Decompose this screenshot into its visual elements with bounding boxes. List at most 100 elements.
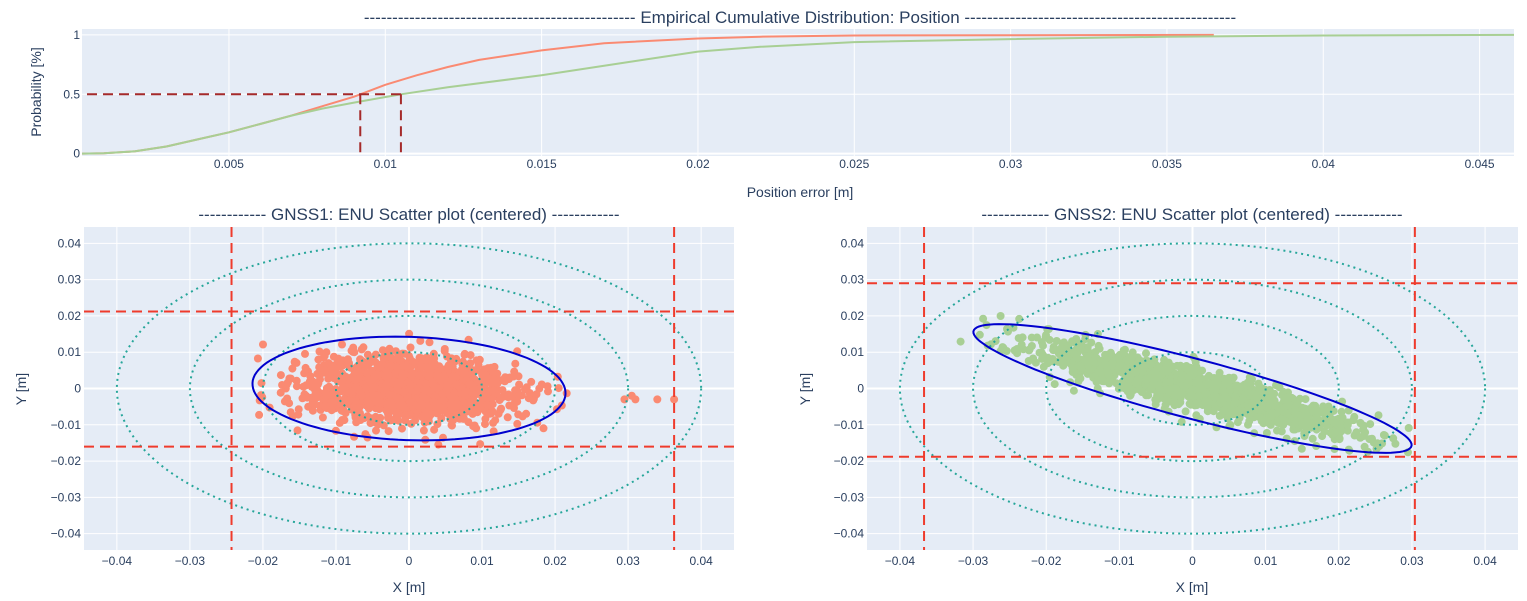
- gnss1-data-point: [351, 382, 360, 391]
- gnss1-data-point: [253, 354, 262, 363]
- gnss1-x-tick-label: −0.03: [175, 554, 206, 568]
- ecdf-x-tick-label: 0.03: [999, 157, 1023, 171]
- gnss1-x-tick-labels: −0.04 −0.03 −0.02 −0.01 0 0.01 0.02 0.03 0.04: [102, 554, 713, 568]
- gnss1-data-point: [324, 374, 333, 383]
- gnss2-data-point: [1374, 411, 1383, 420]
- gnss1-data-point: [330, 395, 339, 404]
- gnss2-data-point: [1301, 407, 1310, 416]
- gnss1-data-point: [515, 391, 524, 400]
- gnss2-data-point: [1268, 409, 1277, 418]
- gnss1-x-tick-label: 0.03: [616, 554, 640, 568]
- gnss1-data-point: [411, 416, 420, 425]
- gnss2-data-point: [1229, 410, 1238, 419]
- gnss2-data-point: [1052, 337, 1061, 345]
- gnss2-data-point: [1003, 325, 1011, 333]
- gnss2-data-point: [1067, 347, 1076, 356]
- gnss2-data-point: [1366, 420, 1375, 429]
- ecdf-median-markers: [87, 93, 402, 156]
- gnss2-data-point: [1249, 403, 1258, 411]
- gnss2-data-point: [1221, 393, 1230, 402]
- gnss2-data-point: [1162, 395, 1171, 404]
- gnss2-data-point: [1231, 398, 1240, 406]
- gnss2-x-tick-label: 0.01: [1254, 554, 1278, 568]
- gnss2-data-point: [1151, 400, 1160, 409]
- gnss2-data-point: [1165, 386, 1174, 395]
- gnss1-data-point: [282, 380, 291, 389]
- gnss2-data-point: [1094, 341, 1103, 350]
- gnss2-data-point: [1218, 386, 1227, 395]
- gnss1-data-point: [505, 401, 514, 410]
- gnss1-data-point: [364, 375, 373, 384]
- gnss2-data-point: [1201, 397, 1210, 406]
- gnss2-data-point: [1069, 386, 1078, 395]
- gnss1-data-point: [513, 419, 522, 428]
- gnss2-y-tick-label: 0.04: [841, 236, 865, 250]
- gnss2-data-point: [996, 312, 1005, 320]
- gnss1-data-point: [431, 401, 440, 410]
- gnss2-plot-content: [867, 227, 1518, 550]
- gnss2-points: [956, 312, 1413, 457]
- gnss2-y-tick-label: −0.02: [834, 454, 865, 468]
- gnss2-data-point: [1213, 381, 1222, 390]
- gnss2-data-point: [1216, 399, 1225, 408]
- gnss1-y-tick-label: −0.01: [51, 418, 82, 432]
- gnss2-data-point: [956, 337, 965, 346]
- gnss2-data-point: [1293, 399, 1302, 408]
- gnss1-data-point: [355, 359, 364, 368]
- gnss2-data-point: [1101, 360, 1110, 368]
- ecdf-y-tick-labels: 00.51: [63, 28, 80, 161]
- gnss1-data-point: [468, 404, 477, 413]
- gnss2-data-point: [1061, 348, 1070, 357]
- gnss1-data-point: [351, 376, 360, 384]
- gnss2-data-point: [1087, 338, 1096, 347]
- gnss2-data-point: [1101, 350, 1110, 359]
- gnss1-data-point: [425, 371, 434, 380]
- gnss1-data-point: [375, 405, 384, 414]
- gnss2-data-point: [1308, 407, 1317, 416]
- gnss1-data-point: [470, 421, 479, 430]
- gnss1-y-tick-label: 0: [74, 382, 81, 396]
- gnss1-error-ellipse: [251, 335, 567, 442]
- gnss1-data-point: [314, 355, 323, 364]
- gnss2-data-point: [1033, 333, 1041, 342]
- gnss2-data-point: [1014, 334, 1023, 343]
- gnss1-title: ------------ GNSS1: ENU Scatter plot (ce…: [198, 205, 619, 224]
- gnss2-data-point: [1284, 401, 1293, 410]
- gnss2-y-tick-label: 0: [857, 382, 864, 396]
- gnss2-data-point: [1142, 375, 1151, 384]
- gnss1-data-point: [448, 393, 457, 402]
- gnss1-radius-circle: [188, 278, 630, 499]
- gnss1-data-point: [339, 399, 348, 408]
- gnss2-x-tick-label: 0.02: [1327, 554, 1351, 568]
- gnss2-data-point: [979, 314, 988, 323]
- gnss1-data-point: [331, 365, 340, 374]
- ecdf-plot-area: [82, 29, 1514, 156]
- gnss1-data-point: [503, 413, 512, 422]
- gnss1-outlier-point: [631, 395, 640, 404]
- gnss1-data-point: [460, 349, 469, 358]
- gnss2-data-point: [1042, 331, 1050, 340]
- gnss1-data-point: [359, 343, 368, 352]
- gnss2-data-point: [1142, 349, 1150, 358]
- gnss1-data-point: [341, 372, 350, 381]
- gnss1-data-point: [489, 375, 498, 384]
- gnss2-data-point: [1238, 394, 1247, 403]
- gnss2-title: ------------ GNSS2: ENU Scatter plot (ce…: [981, 205, 1402, 224]
- gnss2-data-point: [1262, 429, 1271, 437]
- gnss2-data-point: [1187, 391, 1196, 400]
- ecdf-x-tick-label: 0.035: [1152, 157, 1182, 171]
- gnss2-data-point: [1215, 368, 1224, 377]
- gnss2-data-point: [1253, 393, 1262, 402]
- gnss2-data-point: [1322, 421, 1331, 430]
- gnss1-data-point: [366, 419, 375, 428]
- gnss2-y-tick-label: 0.01: [841, 345, 865, 359]
- gnss1-data-point: [460, 389, 469, 398]
- gnss1-x-tick-label: −0.02: [248, 554, 279, 568]
- gnss2-data-point: [1119, 348, 1128, 357]
- gnss2-data-point: [1073, 353, 1082, 362]
- gnss1-data-point: [393, 380, 401, 389]
- gnss1-data-point: [527, 377, 536, 386]
- gnss1-outlier-point: [670, 395, 679, 404]
- gnss2-data-point: [1192, 411, 1201, 420]
- gnss1-data-point: [448, 421, 456, 430]
